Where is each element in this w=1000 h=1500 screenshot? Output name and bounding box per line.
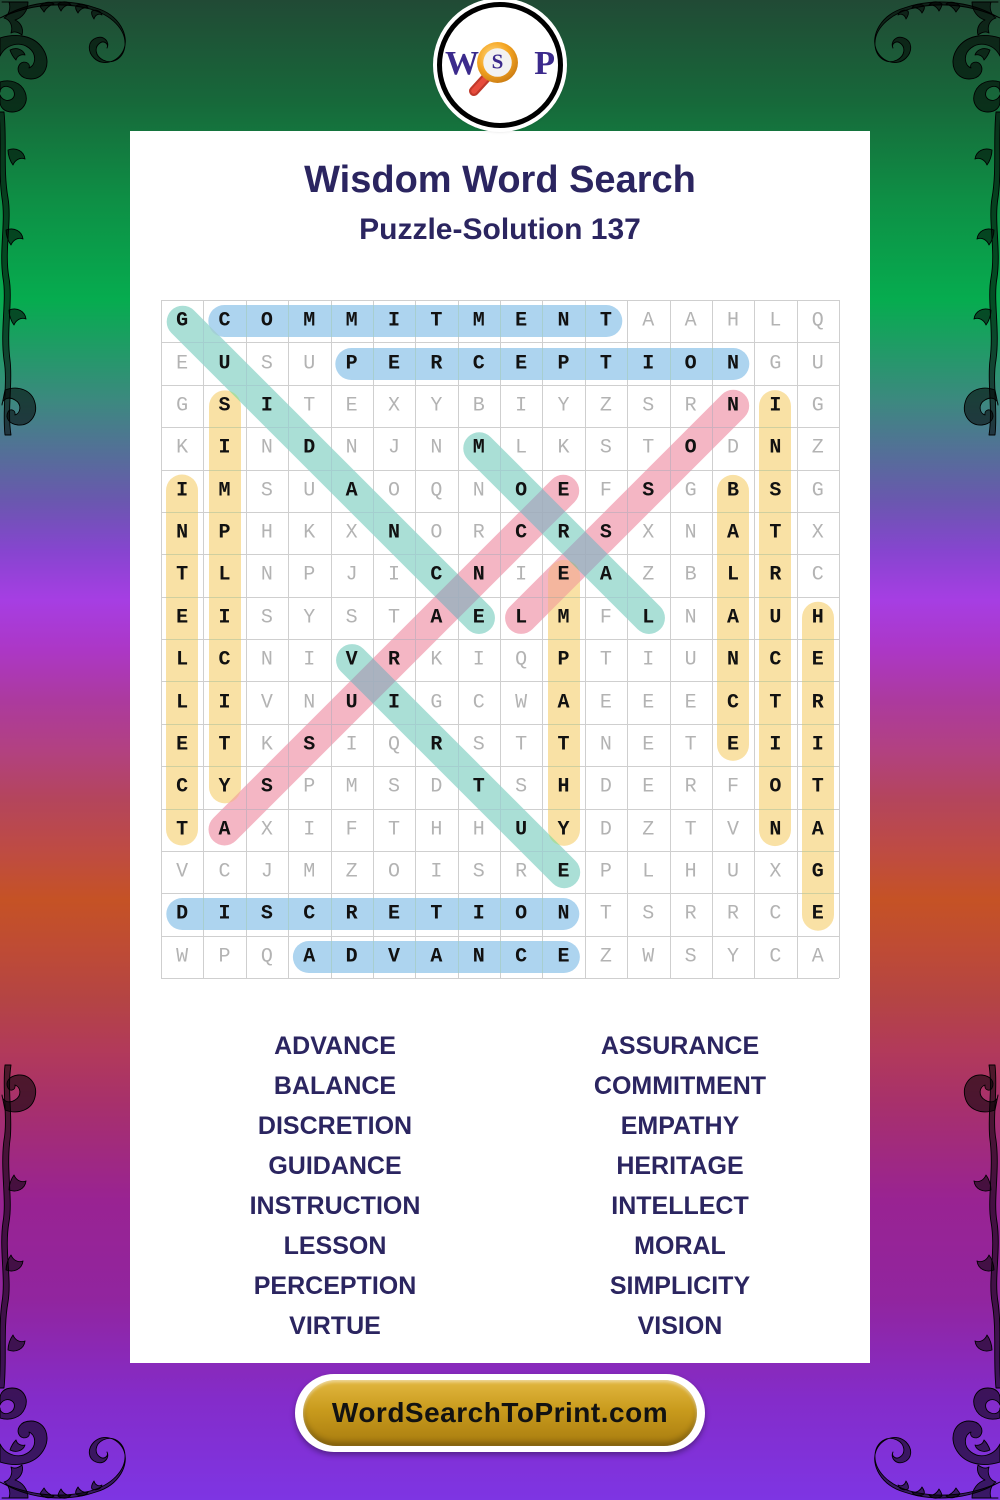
svg-text:S: S xyxy=(492,50,504,74)
